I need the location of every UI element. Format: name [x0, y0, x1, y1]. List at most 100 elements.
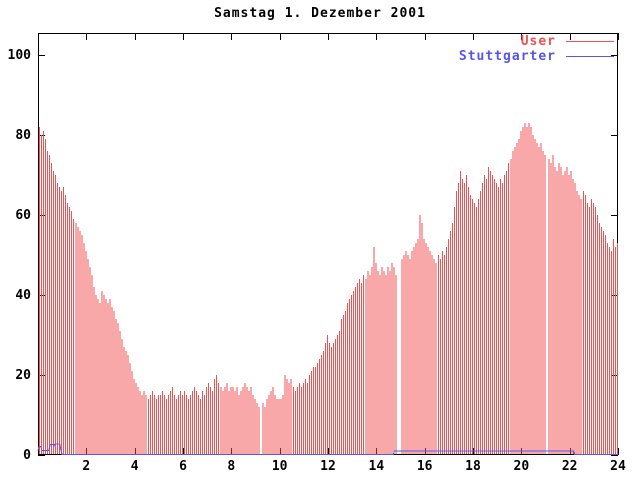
- user-bar: [248, 391, 250, 454]
- user-bar: [329, 343, 330, 454]
- x-axis-label: 12: [320, 459, 336, 474]
- user-bar: [131, 371, 133, 454]
- user-bar: [113, 311, 115, 454]
- user-bar: [534, 139, 536, 454]
- user-bar: [109, 299, 111, 454]
- user-bar: [99, 303, 101, 454]
- y-axis-label: 20: [15, 368, 31, 383]
- user-bar: [339, 331, 341, 454]
- user-bar: [67, 203, 69, 454]
- user-bar: [296, 387, 298, 454]
- user-bar: [308, 375, 310, 454]
- user-bar: [355, 287, 357, 454]
- user-bar: [363, 275, 365, 454]
- user-bar: [373, 247, 375, 454]
- user-bar: [198, 395, 200, 454]
- legend-stuttgarter-label: Stuttgarter: [458, 49, 556, 64]
- user-bar: [407, 255, 409, 454]
- user-bar: [157, 395, 159, 454]
- user-bar: [413, 247, 415, 454]
- user-bar: [415, 243, 417, 454]
- user-bar: [123, 347, 125, 454]
- user-bar: [560, 167, 562, 454]
- user-bar: [474, 203, 475, 454]
- user-bar: [238, 395, 240, 454]
- user-bar: [447, 239, 449, 454]
- user-bar: [562, 175, 564, 454]
- user-bar: [518, 139, 520, 454]
- user-bar: [596, 215, 598, 454]
- user-bar: [608, 247, 610, 454]
- y-axis-label: 40: [15, 288, 31, 303]
- x-axis-label: 10: [272, 459, 288, 474]
- user-bar: [270, 391, 272, 454]
- user-bar: [383, 271, 385, 454]
- user-bar: [179, 391, 181, 454]
- user-bar: [393, 267, 395, 454]
- user-bar: [451, 223, 453, 454]
- user-bar: [377, 271, 379, 454]
- user-bar: [612, 239, 614, 454]
- user-bar: [51, 163, 53, 454]
- user-bar: [556, 171, 558, 454]
- user-bar: [59, 187, 61, 454]
- user-bar: [616, 243, 618, 454]
- user-bar: [425, 243, 427, 454]
- y-axis-label: 0: [23, 448, 31, 463]
- user-bar: [188, 399, 190, 454]
- user-bar: [443, 255, 445, 454]
- user-bar: [435, 263, 437, 454]
- user-bar: [278, 399, 280, 454]
- user-bar: [312, 367, 314, 454]
- user-bar: [186, 395, 188, 454]
- user-bar: [171, 387, 173, 454]
- x-axis-label: 8: [227, 459, 235, 474]
- user-bar: [83, 243, 85, 454]
- user-bar: [508, 163, 510, 454]
- user-bar: [258, 407, 260, 454]
- user-bar: [512, 151, 514, 454]
- user-bars-series: [39, 123, 618, 454]
- user-bar: [431, 255, 433, 454]
- user-bar: [262, 403, 264, 454]
- user-bar: [133, 379, 135, 454]
- user-bar: [351, 295, 353, 454]
- user-bar: [520, 131, 522, 454]
- user-bar: [602, 231, 604, 454]
- user-bar: [337, 335, 339, 454]
- user-bar: [234, 391, 236, 454]
- user-bar: [548, 159, 550, 454]
- user-bar: [478, 199, 480, 454]
- user-bar: [395, 275, 397, 454]
- user-bar: [532, 135, 534, 454]
- user-bar: [310, 371, 312, 454]
- user-bar: [292, 387, 294, 454]
- user-bar: [77, 227, 79, 454]
- user-bar: [550, 163, 552, 454]
- user-bar: [224, 387, 226, 454]
- user-bar: [228, 391, 230, 454]
- user-bar: [322, 351, 324, 454]
- user-bar: [153, 395, 155, 454]
- user-bar: [486, 179, 488, 454]
- user-bar: [208, 383, 210, 454]
- user-bar: [476, 207, 478, 454]
- user-bar: [143, 391, 145, 454]
- user-bar: [244, 383, 246, 454]
- user-bar: [167, 395, 169, 454]
- user-bar: [202, 391, 204, 454]
- user-bar: [286, 379, 288, 454]
- user-bar: [606, 243, 608, 454]
- user-bar: [449, 231, 451, 454]
- user-bar: [349, 299, 351, 454]
- user-bar: [542, 151, 544, 454]
- user-bar: [347, 303, 349, 454]
- user-bar: [87, 259, 89, 454]
- user-bar: [554, 167, 556, 454]
- user-bar: [192, 391, 194, 454]
- user-bar: [576, 191, 578, 454]
- user-bar: [145, 395, 147, 454]
- user-bar: [572, 179, 574, 454]
- user-bar: [385, 275, 387, 454]
